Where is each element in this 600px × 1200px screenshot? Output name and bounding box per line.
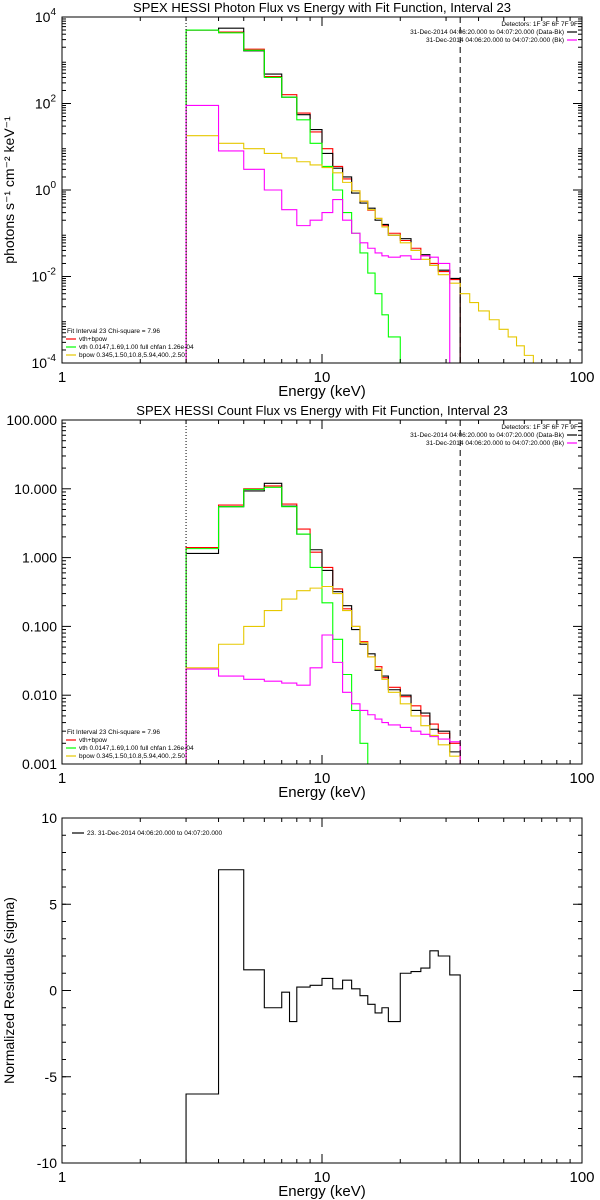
x-axis-label: Energy (keV) xyxy=(278,784,366,801)
legend-entry: vth+bpow xyxy=(79,336,107,343)
series-2-step-line xyxy=(185,27,461,363)
axes-frame xyxy=(61,16,583,364)
photon-flux-plot: 1 10 100 10-4 10-2 100 102 104 SPEX HESSI Photon… xyxy=(1,0,595,400)
y-tick-label: 1.000 xyxy=(22,550,57,566)
x-tick-label: 1 xyxy=(58,369,66,386)
series-4-step-line xyxy=(185,135,542,363)
y-tick-label: 100.000 xyxy=(6,412,57,428)
x-axis-label: Energy (keV) xyxy=(278,1183,366,1200)
y-tick-label: 0.010 xyxy=(22,687,57,703)
x-tick-label: 1 xyxy=(58,770,66,787)
y-axis-label: Normalized Residuals (sigma) xyxy=(1,897,17,1084)
y-tick-label: 10.000 xyxy=(14,481,57,497)
y-tick-label: 10-2 xyxy=(32,267,57,285)
legend-entry: vth 0.0147,1.69,1.00 full chfan 1.26e-04 xyxy=(79,344,194,351)
y-tick-label: 0 xyxy=(49,983,57,999)
y-tick-label: 0.100 xyxy=(22,618,57,634)
y-tick-label: 104 xyxy=(35,7,57,25)
series-1-step-line xyxy=(185,485,461,764)
legend-entry: bpow 0.345,1.50,10.8,5.94,400.,2.50 xyxy=(79,753,185,760)
x-tick-label: 10 xyxy=(314,770,331,787)
legend-entry: 31-Dec-2014 04:06:20.000 to 04:07:20.000… xyxy=(410,432,564,439)
axes-frame xyxy=(61,817,583,1164)
y-axis-label: photons s⁻¹ cm⁻² keV⁻¹ xyxy=(1,116,17,264)
y-tick-label: -10 xyxy=(37,1155,57,1171)
y-tick-label: 10-4 xyxy=(32,353,57,371)
tick-marks xyxy=(61,16,583,364)
series-1-step-line xyxy=(185,29,461,363)
legend-entry: 31-Dec-2014 04:06:20.000 to 04:07:20.000… xyxy=(426,37,564,44)
legend-entry: Detectors: 1F 3F 6F 7F 9F xyxy=(501,21,578,28)
x-tick-label: 100 xyxy=(569,1169,594,1186)
y-tick-label: 102 xyxy=(35,94,57,112)
legend-entry: Fit Interval 23 Chi-square = 7.96 xyxy=(67,729,160,736)
y-tick-label: 0.001 xyxy=(22,756,57,772)
series-3-step-line xyxy=(185,29,412,363)
legend-entry: Detectors: 1F 3F 6F 7F 9F xyxy=(501,424,578,431)
tick-marks xyxy=(61,419,583,765)
chart-title: SPEX HESSI Count Flux vs Energy with Fit… xyxy=(136,403,507,418)
x-tick-label: 100 xyxy=(569,369,594,386)
x-tick-label: 10 xyxy=(314,369,331,386)
y-tick-label: 100 xyxy=(35,180,57,198)
legend-entry: Fit Interval 23 Chi-square = 7.96 xyxy=(67,328,160,335)
series-5-step-line xyxy=(185,104,461,363)
series-1-step-line xyxy=(185,869,461,1163)
legend-entry: bpow 0.345,1.50,10.8,5.94,400.,2.50 xyxy=(79,352,185,359)
x-tick-label: 1 xyxy=(58,1169,66,1186)
legend-entry: 31-Dec-2014 04:06:20.000 to 04:07:20.000… xyxy=(426,440,564,447)
count-flux-plot: 1 10 100 0.001 0.010 0.100 1.000 10.000 100.000 S… xyxy=(6,403,594,801)
series-2-step-line xyxy=(185,482,461,764)
legend-entry: 23. 31-Dec-2014 04:06:20.000 to 04:07:20… xyxy=(87,830,223,837)
series-4-step-line xyxy=(185,585,461,764)
chart-title: SPEX HESSI Photon Flux vs Energy with Fi… xyxy=(133,0,511,15)
y-tick-label: 5 xyxy=(49,896,57,912)
legend-entry: 31-Dec-2014 04:06:20.000 to 04:07:20.000… xyxy=(410,29,564,36)
series-3-step-line xyxy=(185,486,383,764)
tick-marks xyxy=(61,817,583,1164)
series-5-step-line xyxy=(185,634,461,764)
y-tick-label: 10 xyxy=(41,810,57,826)
x-axis-label: Energy (keV) xyxy=(278,383,366,400)
x-tick-label: 100 xyxy=(569,770,594,787)
legend-entry: vth 0.0147,1.69,1.00 full chfan 1.26e-04 xyxy=(79,745,194,752)
y-tick-label: -5 xyxy=(45,1069,58,1085)
x-tick-label: 10 xyxy=(314,1169,331,1186)
legend-entry: vth+bpow xyxy=(79,737,107,744)
